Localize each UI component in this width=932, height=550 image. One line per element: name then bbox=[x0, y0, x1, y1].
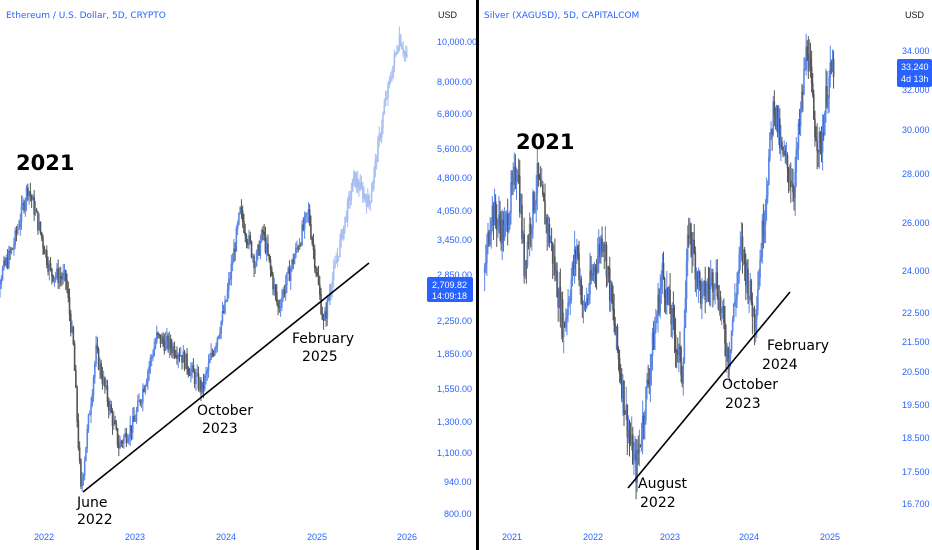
silver-badge-bg bbox=[897, 59, 932, 87]
silver-2021-annotation: 2021 bbox=[516, 130, 574, 154]
eth-last-price-badge[interactable]: 2,709.82 14:09:18 bbox=[427, 277, 473, 302]
eth-time-tick: 2024 bbox=[216, 532, 236, 542]
silver-price-tick: 20.500 bbox=[902, 367, 930, 377]
eth-price-tick: 4,800.00 bbox=[437, 173, 472, 183]
eth-price-tick: 800.00 bbox=[444, 509, 472, 519]
silver-last-price: 33.240 bbox=[901, 62, 929, 72]
silver-price-tick: 34.000 bbox=[902, 46, 930, 56]
silver-price-tick: 18.500 bbox=[902, 433, 930, 443]
silver-candles bbox=[483, 33, 835, 500]
eth-symbol-label[interactable]: Ethereum / U.S. Dollar, 5D, CRYPTO bbox=[6, 11, 166, 21]
eth-price-tick: 10,000.00 bbox=[437, 37, 477, 47]
silver-price-tick: 24.000 bbox=[902, 266, 930, 276]
silver-october-annotation: October bbox=[722, 377, 778, 393]
eth-price-tick: 3,450.00 bbox=[437, 235, 472, 245]
eth-june-annotation: June bbox=[76, 495, 108, 511]
eth-price-tick: 5,600.00 bbox=[437, 144, 472, 154]
eth-price-tick: 1,550.00 bbox=[437, 384, 472, 394]
eth-time-tick: 2022 bbox=[34, 532, 54, 542]
silver-time-tick: 2023 bbox=[660, 532, 680, 542]
silver-price-tick: 22.500 bbox=[902, 308, 930, 318]
eth-time-axis[interactable]: 2022 2023 2024 2025 2026 bbox=[34, 532, 417, 542]
eth-price-tick: 1,850.00 bbox=[437, 349, 472, 359]
eth-countdown: 14:09:18 bbox=[432, 291, 467, 301]
silver-countdown: 4d 13h bbox=[901, 74, 929, 84]
eth-time-tick: 2026 bbox=[397, 532, 417, 542]
silver-price-axis[interactable]: 34.000 32.000 30.000 28.000 26.000 24.00… bbox=[902, 46, 930, 509]
silver-time-tick: 2022 bbox=[583, 532, 603, 542]
eth-price-tick: 2,850.00 bbox=[437, 270, 472, 280]
eth-price-tick: 2,250.00 bbox=[437, 316, 472, 326]
eth-trendline[interactable] bbox=[82, 262, 370, 493]
silver-time-axis[interactable]: 2021 2022 2023 2024 2025 bbox=[502, 532, 840, 542]
pane-divider[interactable] bbox=[476, 0, 479, 550]
eth-price-tick: 8,000.00 bbox=[437, 77, 472, 87]
eth-june-year-annotation: 2022 bbox=[77, 512, 113, 528]
silver-currency-label: USD bbox=[905, 10, 925, 20]
eth-price-tick: 4,050.00 bbox=[437, 206, 472, 216]
eth-pane[interactable]: Ethereum / U.S. Dollar, 5D, CRYPTO USD 1… bbox=[0, 0, 477, 550]
silver-price-tick: 32.000 bbox=[902, 85, 930, 95]
silver-price-tick: 19.500 bbox=[902, 400, 930, 410]
eth-price-tick: 940.00 bbox=[444, 477, 472, 487]
eth-price-axis[interactable]: 10,000.00 8,000.00 6,800.00 5,600.00 4,8… bbox=[437, 37, 477, 519]
silver-price-tick: 26.000 bbox=[902, 218, 930, 228]
eth-badge-bg bbox=[427, 277, 473, 302]
silver-price-tick: 16.700 bbox=[902, 499, 930, 509]
eth-price-tick: 1,300.00 bbox=[437, 417, 472, 427]
eth-october-annotation: October bbox=[197, 403, 253, 419]
eth-time-tick: 2025 bbox=[307, 532, 327, 542]
silver-time-tick: 2021 bbox=[502, 532, 522, 542]
silver-august-annotation: August bbox=[638, 476, 688, 492]
eth-price-tick: 6,800.00 bbox=[437, 109, 472, 119]
silver-trendline[interactable] bbox=[627, 291, 791, 489]
eth-price-tick: 1,100.00 bbox=[437, 448, 472, 458]
silver-february-annotation: February bbox=[767, 338, 829, 354]
silver-price-tick: 28.000 bbox=[902, 169, 930, 179]
eth-october-year-annotation: 2023 bbox=[202, 421, 238, 437]
silver-last-price-badge[interactable]: 33.240 4d 13h bbox=[897, 59, 932, 87]
silver-august-year-annotation: 2022 bbox=[640, 495, 676, 511]
eth-pane-background bbox=[0, 0, 476, 550]
silver-pane[interactable]: Silver (XAGUSD), 5D, CAPITALCOM USD 34.0… bbox=[479, 0, 932, 550]
silver-time-tick: 2025 bbox=[820, 532, 840, 542]
silver-time-tick: 2024 bbox=[739, 532, 759, 542]
eth-currency-label: USD bbox=[438, 10, 458, 20]
eth-february-annotation: February bbox=[292, 331, 354, 347]
silver-price-tick: 21.500 bbox=[902, 337, 930, 347]
eth-last-price: 2,709.82 bbox=[432, 280, 467, 290]
silver-october-year-annotation: 2023 bbox=[725, 396, 761, 412]
silver-february-year-annotation: 2024 bbox=[762, 357, 798, 373]
silver-symbol-label[interactable]: Silver (XAGUSD), 5D, CAPITALCOM bbox=[484, 11, 639, 21]
silver-price-tick: 30.000 bbox=[902, 125, 930, 135]
eth-2021-annotation: 2021 bbox=[16, 151, 74, 175]
eth-time-tick: 2023 bbox=[125, 532, 145, 542]
eth-february-year-annotation: 2025 bbox=[302, 349, 338, 365]
silver-price-tick: 17.500 bbox=[902, 467, 930, 477]
eth-candles bbox=[0, 26, 408, 492]
